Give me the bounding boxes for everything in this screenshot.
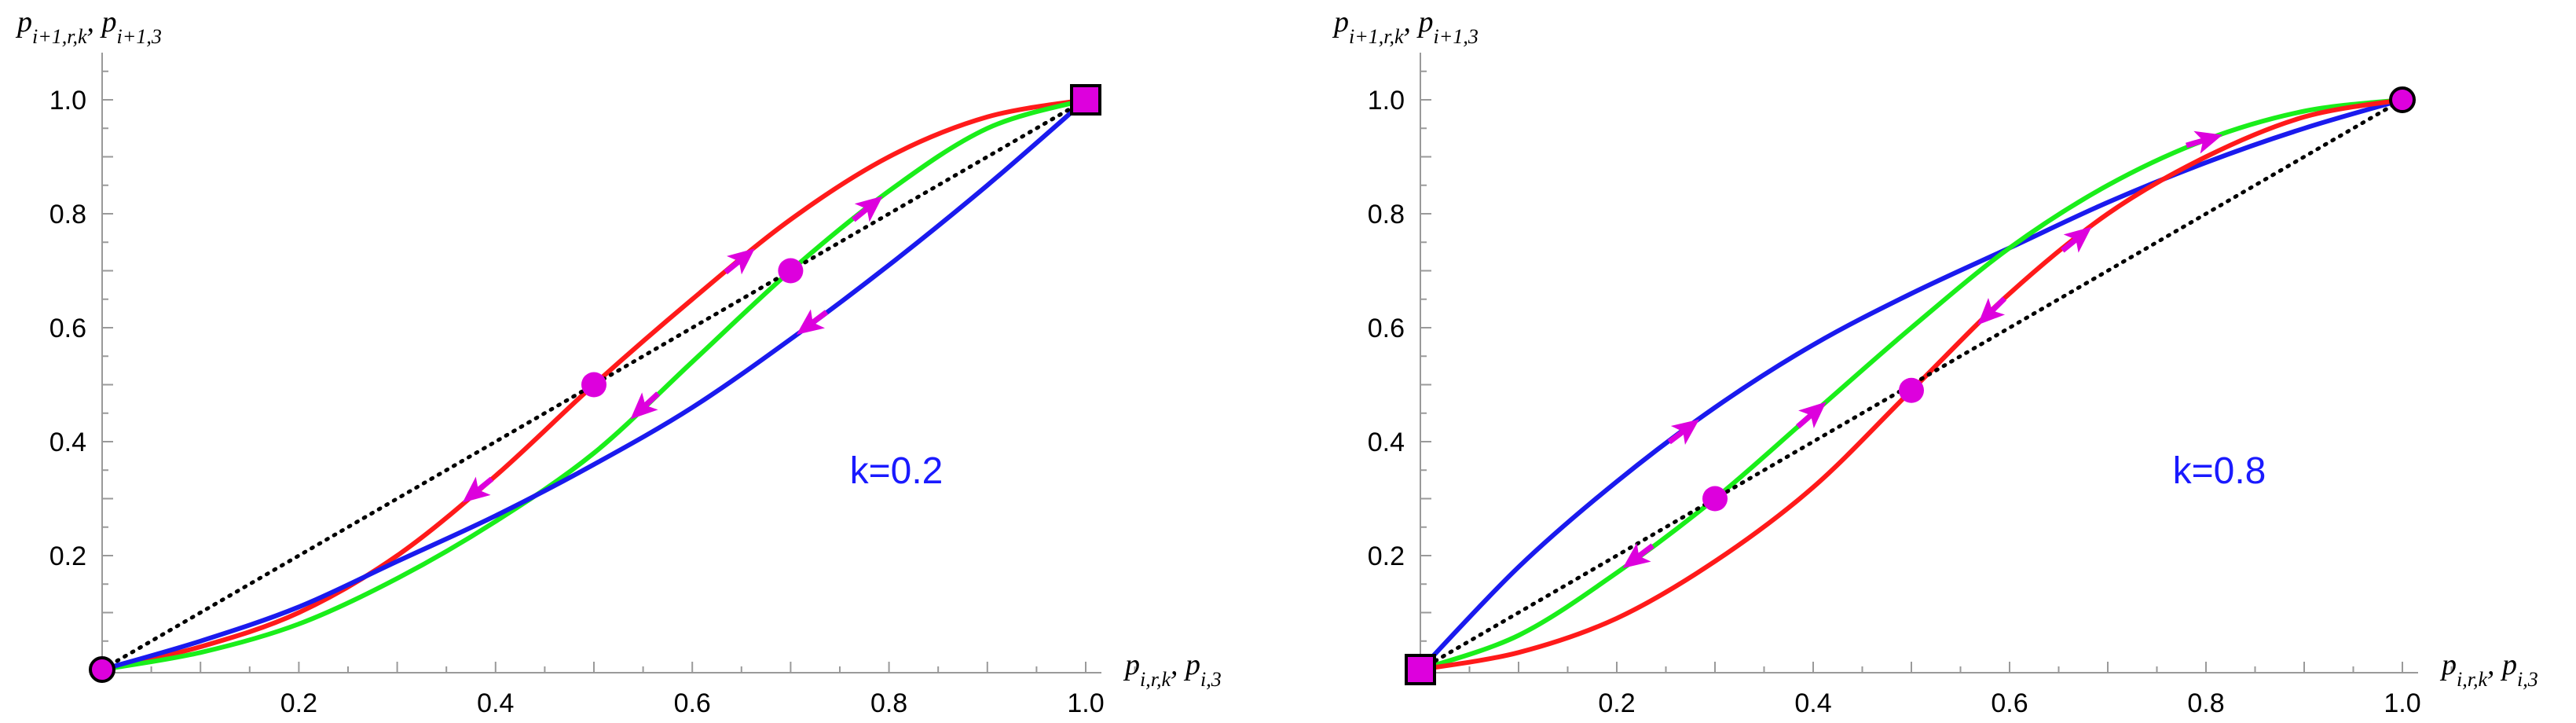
fixed-point-circle — [1702, 486, 1728, 512]
k-annotation: k=0.8 — [2173, 450, 2266, 492]
y-tick-label: 0.6 — [1368, 314, 1405, 343]
x-tick-label: 0.6 — [674, 688, 711, 718]
chart-panel-right: 0.2 0.4 0.6 0.8 1.0 0.2 0.4 0.6 0.8 1.0 pi+1,r,k, … — [1332, 6, 2538, 718]
flow-arrow-head — [727, 248, 755, 275]
fixed-point-circle — [89, 656, 115, 683]
y-tick-label: 0.2 — [1368, 541, 1405, 571]
fixed-point-square — [1405, 654, 1436, 685]
flow-arrow-blue — [1667, 419, 1700, 446]
x-tick-label: 0.8 — [2187, 688, 2224, 718]
x-tick-label: 0.2 — [1598, 688, 1635, 718]
x-tick-label: 0.8 — [870, 688, 907, 718]
flow-arrow-head — [630, 392, 658, 420]
x-tick-label: 0.4 — [477, 688, 514, 718]
x-axis-label: pi,r,k, pi,3 — [1123, 648, 1222, 691]
fixed-point-circle — [1899, 377, 1924, 403]
y-axis-label: pi+1,r,k, pi+1,3 — [1332, 6, 1479, 48]
flow-arrow-head — [1670, 419, 1700, 446]
flow-arrow-red — [462, 476, 494, 503]
x-tick-label: 0.2 — [280, 688, 317, 718]
flow-arrow-head — [1977, 297, 2006, 325]
y-axis-label: pi+1,r,k, pi+1,3 — [15, 6, 162, 48]
series-line-blue — [101, 97, 1087, 672]
flow-arrow-head — [1622, 542, 1651, 569]
chart-panel-left: 0.2 0.4 0.6 0.8 1.0 0.2 0.4 0.6 0.8 1.0 pi+1,r,k, … — [15, 6, 1222, 718]
flow-arrow-head — [2063, 226, 2092, 253]
x-tick-label: 1.0 — [1067, 688, 1104, 718]
fixed-point-circle — [2389, 86, 2416, 113]
fixed-point-circle — [581, 372, 606, 398]
y-tick-label: 0.6 — [49, 314, 86, 343]
y-tick-label: 1.0 — [1368, 86, 1405, 116]
flow-arrow-red — [1977, 296, 2006, 325]
x-tick-label: 0.4 — [1794, 688, 1831, 718]
flow-arrow-head — [796, 309, 826, 335]
series-line-blue — [1418, 97, 2403, 672]
y-tick-label: 0.4 — [49, 428, 86, 457]
flow-arrow-green — [630, 391, 661, 420]
fixed-point-circle — [778, 258, 804, 284]
flow-arrow-head — [462, 476, 491, 503]
k-annotation: k=0.2 — [850, 450, 944, 492]
y-tick-label: 0.2 — [49, 541, 86, 571]
flow-arrow-blue — [796, 309, 829, 335]
flow-arrow-red — [2061, 226, 2092, 253]
flow-arrow-head — [2193, 130, 2223, 154]
y-tick-label: 0.8 — [49, 200, 86, 229]
y-tick-label: 0.8 — [1368, 200, 1405, 229]
y-tick-label: 1.0 — [49, 86, 86, 116]
flow-arrow-head — [1798, 402, 1827, 428]
y-tick-label: 0.4 — [1368, 428, 1405, 457]
x-tick-label: 1.0 — [2384, 688, 2420, 718]
flow-arrow-head — [854, 196, 883, 222]
fixed-point-square — [1070, 84, 1101, 116]
series-line-diagonal — [100, 97, 1088, 672]
flow-arrow-green — [1796, 402, 1827, 429]
series-line-green — [101, 97, 1086, 672]
series-line-green — [1420, 97, 2403, 672]
flow-arrow-green — [1622, 542, 1654, 569]
flow-arrow-red — [724, 248, 755, 275]
flow-arrow-green — [852, 196, 883, 222]
series-line-diagonal — [1418, 97, 2405, 672]
flow-arrow-green — [2186, 130, 2223, 154]
x-tick-label: 0.6 — [1991, 688, 2028, 718]
x-axis-label: pi,r,k, pi,3 — [2439, 648, 2538, 691]
